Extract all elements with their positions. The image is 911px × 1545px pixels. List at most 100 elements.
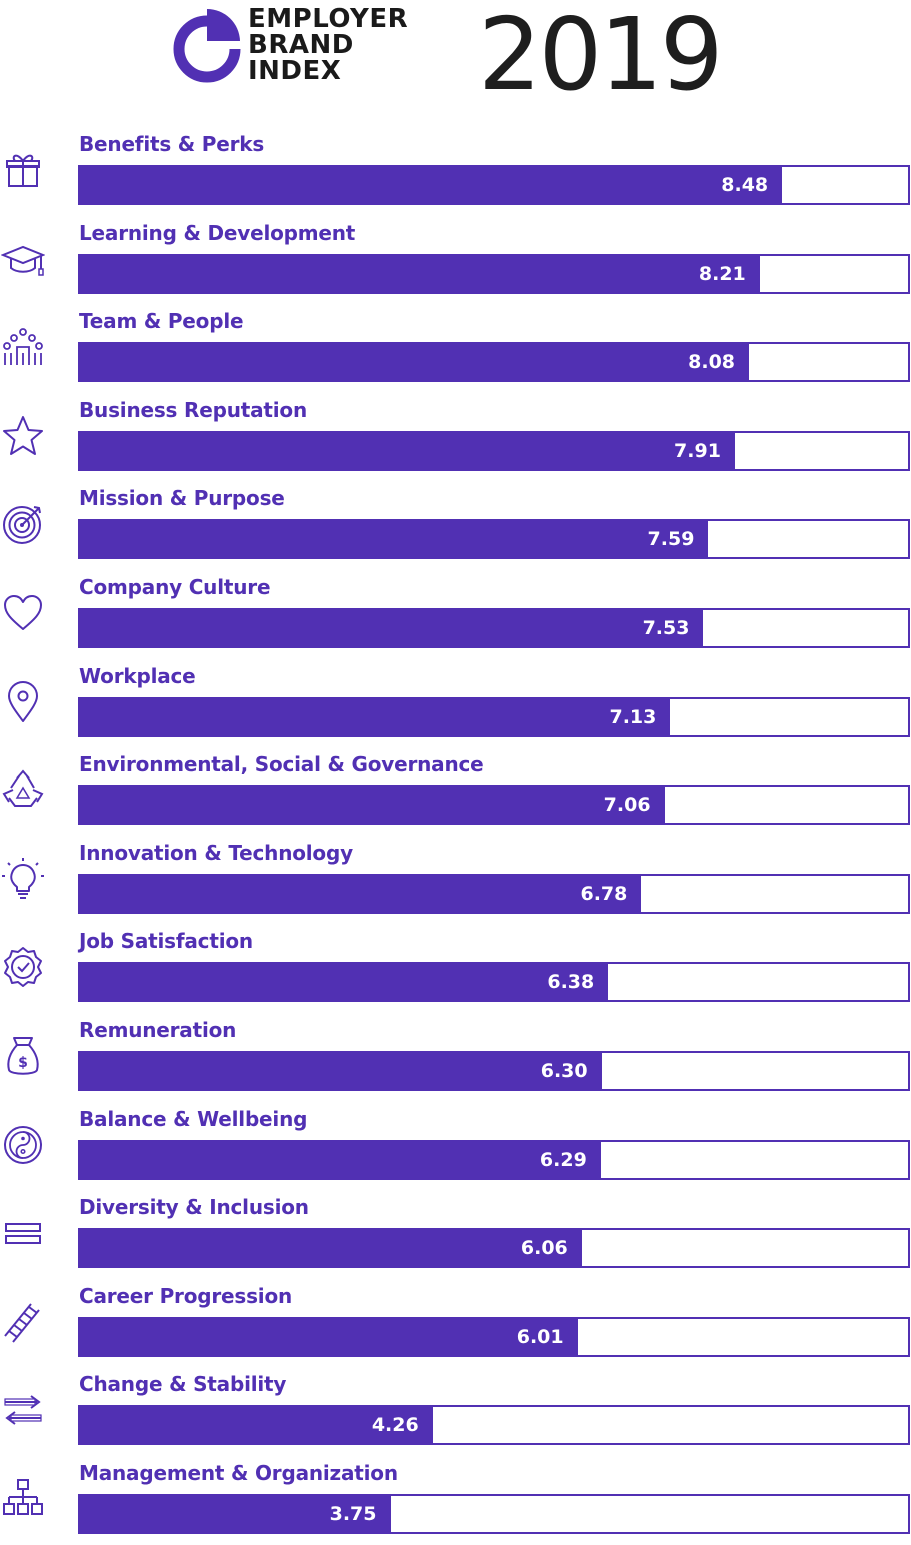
- bar-row-environmental-social-and-governance: Environmental, Social & Governance 7.06: [0, 748, 911, 836]
- category-label-environmental-social-and-governance: Environmental, Social & Governance: [79, 752, 484, 777]
- bar-track-change-and-stability: 4.26: [78, 1405, 910, 1446]
- bar-row-job-satisfaction: Job Satisfaction 6.38: [0, 925, 911, 1013]
- logo-line-2: BRAND: [248, 30, 354, 60]
- bar-track-learning-and-development: 8.21: [78, 253, 910, 294]
- bar-track-remuneration: 6.30: [78, 1051, 910, 1091]
- bar-balance-and-wellbeing: 6.29: [80, 1141, 601, 1178]
- bar-track-business-reputation: 7.91: [78, 430, 910, 471]
- category-label-job-satisfaction: Job Satisfaction: [79, 929, 253, 954]
- lightbulb-icon: [1, 857, 45, 901]
- category-label-mission-and-purpose: Mission & Purpose: [79, 486, 285, 511]
- category-label-management-and-organization: Management & Organization: [79, 1461, 398, 1485]
- bar-row-balance-and-wellbeing: Balance & Wellbeing 6.29: [0, 1103, 911, 1191]
- star-icon: [1, 414, 45, 458]
- category-label-business-reputation: Business Reputation: [79, 397, 307, 422]
- bar-row-management-and-organization: Management & Organization 3.75: [0, 1457, 911, 1545]
- bar-track-environmental-social-and-governance: 7.06: [78, 785, 910, 826]
- category-label-benefits-and-perks: Benefits & Perks: [79, 132, 265, 156]
- bar-benefits-and-perks: 8.48: [80, 167, 783, 203]
- bar-management-and-organization: 3.75: [80, 1496, 391, 1532]
- bar-team-and-people: 8.08: [80, 344, 750, 381]
- value-label-job-satisfaction: 6.38: [547, 971, 595, 994]
- logo-line-1: EMPLOYER: [248, 4, 409, 34]
- org-chart-icon: [1, 1477, 45, 1521]
- value-label-diversity-and-inclusion: 6.06: [520, 1237, 568, 1260]
- bar-row-change-and-stability: Change & Stability 4.26: [0, 1368, 911, 1456]
- category-label-remuneration: Remuneration: [79, 1018, 237, 1042]
- category-label-career-progression: Career Progression: [79, 1283, 293, 1308]
- value-label-innovation-and-technology: 6.78: [580, 882, 628, 905]
- team-icon: [1, 325, 45, 369]
- bar-learning-and-development: 8.21: [80, 255, 760, 292]
- yin-yang-icon: [1, 1123, 45, 1167]
- value-label-workplace: 7.13: [609, 705, 657, 728]
- value-label-mission-and-purpose: 7.59: [647, 528, 695, 551]
- bar-remuneration: 6.30: [80, 1053, 602, 1089]
- bar-row-mission-and-purpose: Mission & Purpose 7.59: [0, 482, 911, 570]
- graduation-cap-icon: [0, 237, 46, 281]
- swap-arrows-icon: [1, 1388, 45, 1432]
- logo-mark-icon: [173, 9, 241, 83]
- bar-workplace: 7.13: [80, 698, 671, 735]
- value-label-management-and-organization: 3.75: [329, 1503, 377, 1525]
- value-label-team-and-people: 8.08: [688, 351, 736, 374]
- svg-text:$: $: [18, 1055, 28, 1071]
- value-label-learning-and-development: 8.21: [698, 262, 746, 285]
- logo-wordmark: EMPLOYER BRAND INDEX: [248, 6, 408, 84]
- location-pin-icon: [1, 680, 45, 724]
- bar-track-management-and-organization: 3.75: [78, 1494, 910, 1534]
- bar-row-career-progression: Career Progression 6.01: [0, 1280, 911, 1368]
- value-label-career-progression: 6.01: [516, 1325, 564, 1348]
- bar-innovation-and-technology: 6.78: [80, 875, 642, 912]
- category-label-learning-and-development: Learning & Development: [79, 220, 356, 245]
- target-icon: [1, 502, 45, 546]
- category-label-diversity-and-inclusion: Diversity & Inclusion: [79, 1195, 309, 1220]
- bar-row-remuneration: $ Remuneration 6.30: [0, 1014, 911, 1102]
- bar-environmental-social-and-governance: 7.06: [80, 787, 665, 824]
- value-label-balance-and-wellbeing: 6.29: [539, 1148, 587, 1171]
- bar-track-benefits-and-perks: 8.48: [78, 165, 910, 205]
- value-label-remuneration: 6.30: [540, 1060, 588, 1082]
- bar-track-mission-and-purpose: 7.59: [78, 519, 910, 560]
- heart-icon: [1, 591, 45, 635]
- value-label-environmental-social-and-governance: 7.06: [603, 794, 651, 817]
- bar-change-and-stability: 4.26: [80, 1407, 433, 1444]
- bar-row-team-and-people: Team & People 8.08: [0, 305, 911, 393]
- bar-row-company-culture: Company Culture 7.53: [0, 571, 911, 659]
- badge-check-icon: [1, 945, 45, 989]
- bar-job-satisfaction: 6.38: [80, 964, 609, 1001]
- bar-row-benefits-and-perks: Benefits & Perks 8.48: [0, 128, 911, 216]
- logo-line-3: INDEX: [248, 56, 342, 86]
- bar-track-job-satisfaction: 6.38: [78, 962, 910, 1003]
- bar-company-culture: 7.53: [80, 610, 704, 646]
- bar-track-team-and-people: 8.08: [78, 342, 910, 383]
- bar-track-innovation-and-technology: 6.78: [78, 873, 910, 914]
- bar-diversity-and-inclusion: 6.06: [80, 1230, 582, 1267]
- bar-business-reputation: 7.91: [80, 432, 735, 469]
- category-label-team-and-people: Team & People: [79, 309, 244, 334]
- bar-track-diversity-and-inclusion: 6.06: [78, 1228, 910, 1269]
- category-label-innovation-and-technology: Innovation & Technology: [79, 840, 353, 865]
- bar-row-learning-and-development: Learning & Development 8.21: [0, 217, 911, 305]
- ladder-icon: [1, 1300, 45, 1344]
- bar-chart: Benefits & Perks 8.48 Learning & Developme…: [0, 128, 911, 1536]
- bar-track-career-progression: 6.01: [78, 1316, 910, 1357]
- bar-row-innovation-and-technology: Innovation & Technology 6.78: [0, 837, 911, 925]
- bar-row-workplace: Workplace 7.13: [0, 660, 911, 748]
- value-label-benefits-and-perks: 8.48: [721, 174, 769, 196]
- bar-row-diversity-and-inclusion: Diversity & Inclusion 6.06: [0, 1191, 911, 1279]
- header: EMPLOYER BRAND INDEX 2019: [0, 0, 911, 110]
- category-label-company-culture: Company Culture: [79, 575, 271, 599]
- bar-track-balance-and-wellbeing: 6.29: [78, 1139, 910, 1180]
- category-label-balance-and-wellbeing: Balance & Wellbeing: [79, 1106, 308, 1131]
- year-title: 2019: [478, 0, 723, 113]
- category-label-change-and-stability: Change & Stability: [79, 1372, 287, 1397]
- equals-icon: [1, 1211, 45, 1255]
- gift-icon: [1, 148, 45, 192]
- bar-track-company-culture: 7.53: [78, 608, 910, 648]
- value-label-change-and-stability: 4.26: [371, 1414, 419, 1437]
- bar-mission-and-purpose: 7.59: [80, 521, 709, 558]
- value-label-business-reputation: 7.91: [674, 439, 721, 462]
- money-bag-icon: $: [1, 1034, 45, 1078]
- category-label-workplace: Workplace: [79, 663, 196, 688]
